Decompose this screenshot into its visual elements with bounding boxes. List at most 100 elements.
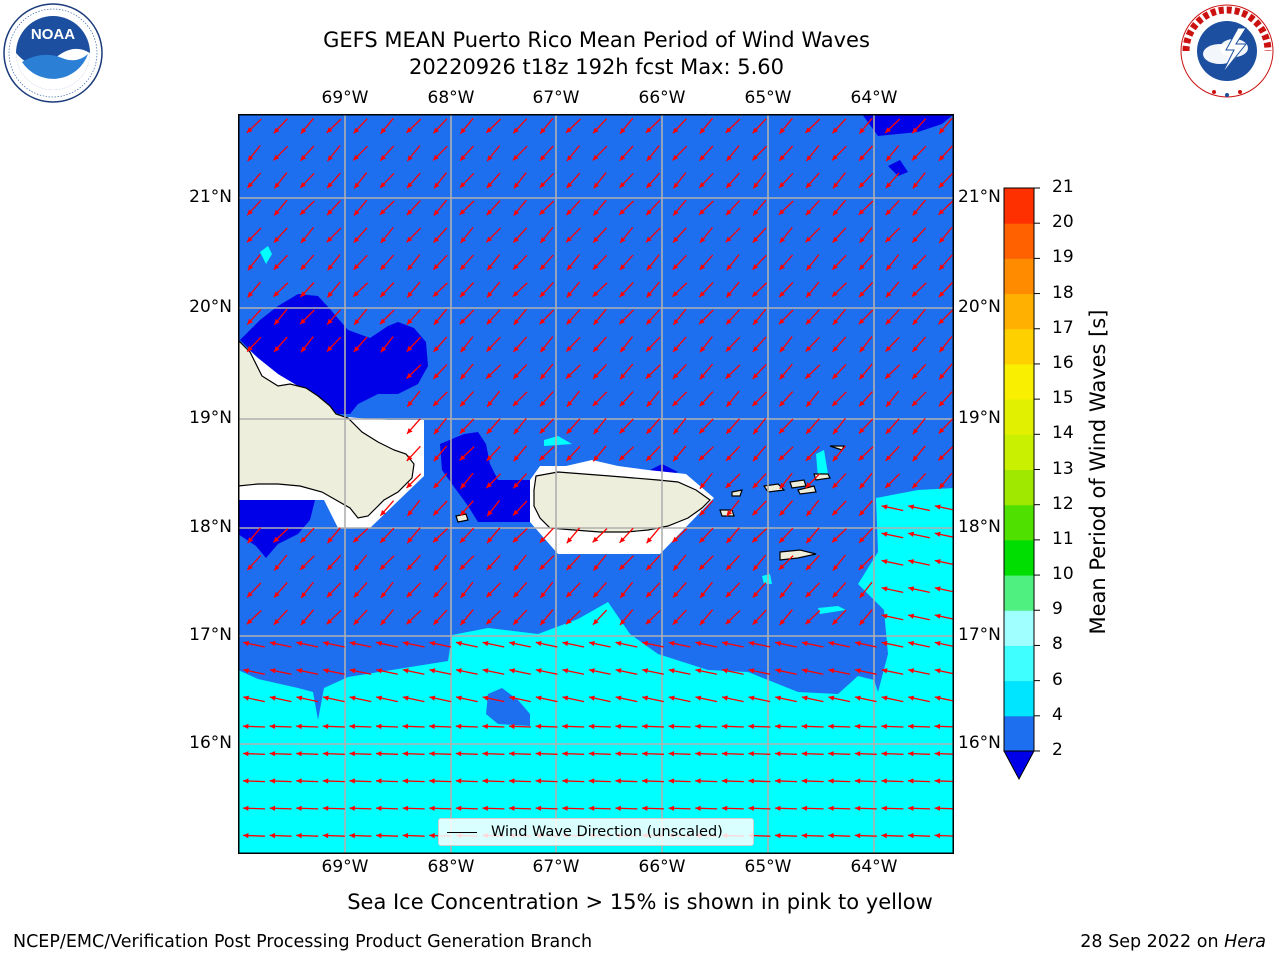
wave-direction-arrow <box>455 641 478 648</box>
wave-direction-arrow <box>512 145 528 161</box>
colorbar-tick-label: 9 <box>1052 599 1063 620</box>
wave-direction-arrow <box>831 145 847 161</box>
wave-direction-arrow <box>535 778 558 784</box>
wave-direction-arrow <box>881 751 904 757</box>
wave-direction-arrow <box>562 641 585 648</box>
wave-direction-arrow <box>858 145 873 162</box>
wave-direction-arrow <box>509 695 531 703</box>
wave-direction-arrow <box>779 226 793 244</box>
wave-direction-arrow <box>646 281 660 298</box>
wave-direction-arrow <box>671 282 688 298</box>
wave-direction-arrow <box>752 473 767 489</box>
title-line-2: 20220926 t18z 192h fcst Max: 5.60 <box>409 55 784 79</box>
wave-direction-arrow <box>432 500 448 516</box>
wave-direction-arrow <box>778 145 794 162</box>
wave-direction-arrow <box>778 500 794 517</box>
wave-direction-arrow <box>748 641 771 648</box>
wave-direction-arrow <box>296 805 319 811</box>
wave-direction-arrow <box>801 805 824 811</box>
nws-logo <box>1176 2 1278 100</box>
wave-direction-arrow <box>725 336 741 353</box>
wave-direction-arrow <box>801 723 824 729</box>
wave-direction-arrow <box>432 391 448 407</box>
lon-top-label: 67°W <box>532 88 580 108</box>
wave-direction-arrow <box>246 172 262 189</box>
wave-direction-arrow <box>828 833 851 839</box>
wave-direction-arrow <box>908 531 930 539</box>
wave-direction-arrow <box>300 226 315 244</box>
wave-direction-arrow <box>615 778 638 784</box>
wave-direction-arrow <box>539 363 554 380</box>
wave-direction-arrow <box>908 586 930 594</box>
wave-direction-arrow <box>539 309 555 325</box>
wave-direction-arrow <box>908 559 930 566</box>
wave-direction-arrow <box>349 723 372 729</box>
wave-direction-arrow <box>512 528 528 543</box>
contour-lt2-mona <box>440 432 530 522</box>
wave-direction-arrow <box>645 227 661 243</box>
wave-direction-arrow <box>699 500 714 517</box>
wave-direction-arrow <box>752 254 767 271</box>
wave-direction-arrow <box>832 417 846 435</box>
wave-direction-arrow <box>907 751 931 757</box>
wave-direction-arrow <box>379 145 395 162</box>
wave-direction-arrow <box>721 695 744 703</box>
wave-direction-arrow <box>535 641 558 648</box>
colorbar-tick-label: 14 <box>1052 423 1074 444</box>
wave-direction-arrow <box>296 778 319 784</box>
wave-direction-arrow <box>243 641 265 648</box>
wave-direction-arrow <box>376 668 398 675</box>
wave-direction-arrow <box>433 227 448 244</box>
wave-direction-arrow <box>565 118 581 134</box>
wave-direction-arrow <box>433 582 448 599</box>
wave-direction-arrow <box>486 582 501 598</box>
wave-direction-arrow <box>243 668 265 675</box>
wave-direction-arrow <box>349 778 372 784</box>
wave-direction-arrow <box>885 281 900 298</box>
colorbar-tick-label: 19 <box>1052 247 1074 268</box>
wave-direction-arrow <box>831 282 847 298</box>
wave-direction-arrow <box>748 723 771 729</box>
wave-direction-arrow <box>508 805 532 811</box>
wave-direction-arrow <box>402 723 425 729</box>
wave-direction-arrow <box>508 751 532 757</box>
wave-direction-arrow <box>645 610 661 625</box>
wave-direction-arrow <box>539 282 554 298</box>
wave-direction-arrow <box>433 445 448 462</box>
wave-direction-arrow <box>672 391 688 407</box>
wave-direction-arrow <box>615 751 638 757</box>
wave-direction-arrow <box>908 668 930 675</box>
colorbar <box>1003 187 1040 781</box>
wave-direction-arrow <box>379 282 395 298</box>
wave-direction-arrow <box>432 118 448 134</box>
wave-direction-arrow <box>699 336 713 353</box>
wave-direction-arrow <box>299 172 315 189</box>
wave-direction-arrow <box>588 668 611 675</box>
wave-direction-arrow <box>668 695 691 703</box>
wave-direction-arrow <box>832 172 846 189</box>
wave-direction-arrow <box>486 527 501 544</box>
wave-direction-arrow <box>380 226 394 244</box>
legend-label: Wind Wave Direction (unscaled) <box>491 824 723 840</box>
wave-direction-arrow <box>699 363 714 380</box>
wave-direction-arrow <box>831 391 847 407</box>
wave-direction-arrow <box>296 668 319 675</box>
wave-direction-arrow <box>380 609 394 626</box>
wave-direction-arrow <box>459 472 474 490</box>
wave-direction-arrow <box>774 833 798 839</box>
wave-direction-arrow <box>406 281 421 298</box>
wave-direction-arrow <box>805 227 821 243</box>
wave-direction-arrow <box>405 118 422 134</box>
wave-direction-arrow <box>486 554 501 571</box>
wave-direction-arrow <box>459 200 475 216</box>
wave-direction-arrow <box>858 446 874 461</box>
wave-direction-arrow <box>695 695 718 703</box>
colorbar-swatch <box>1004 645 1034 682</box>
colorbar-swatch <box>1004 328 1034 365</box>
wave-direction-arrow <box>832 473 847 489</box>
wave-direction-arrow <box>805 473 821 489</box>
wave-direction-arrow <box>429 723 452 729</box>
contour-lt2-ne2 <box>888 160 908 176</box>
wave-direction-arrow <box>854 695 877 703</box>
contour-4-6s <box>238 602 954 854</box>
